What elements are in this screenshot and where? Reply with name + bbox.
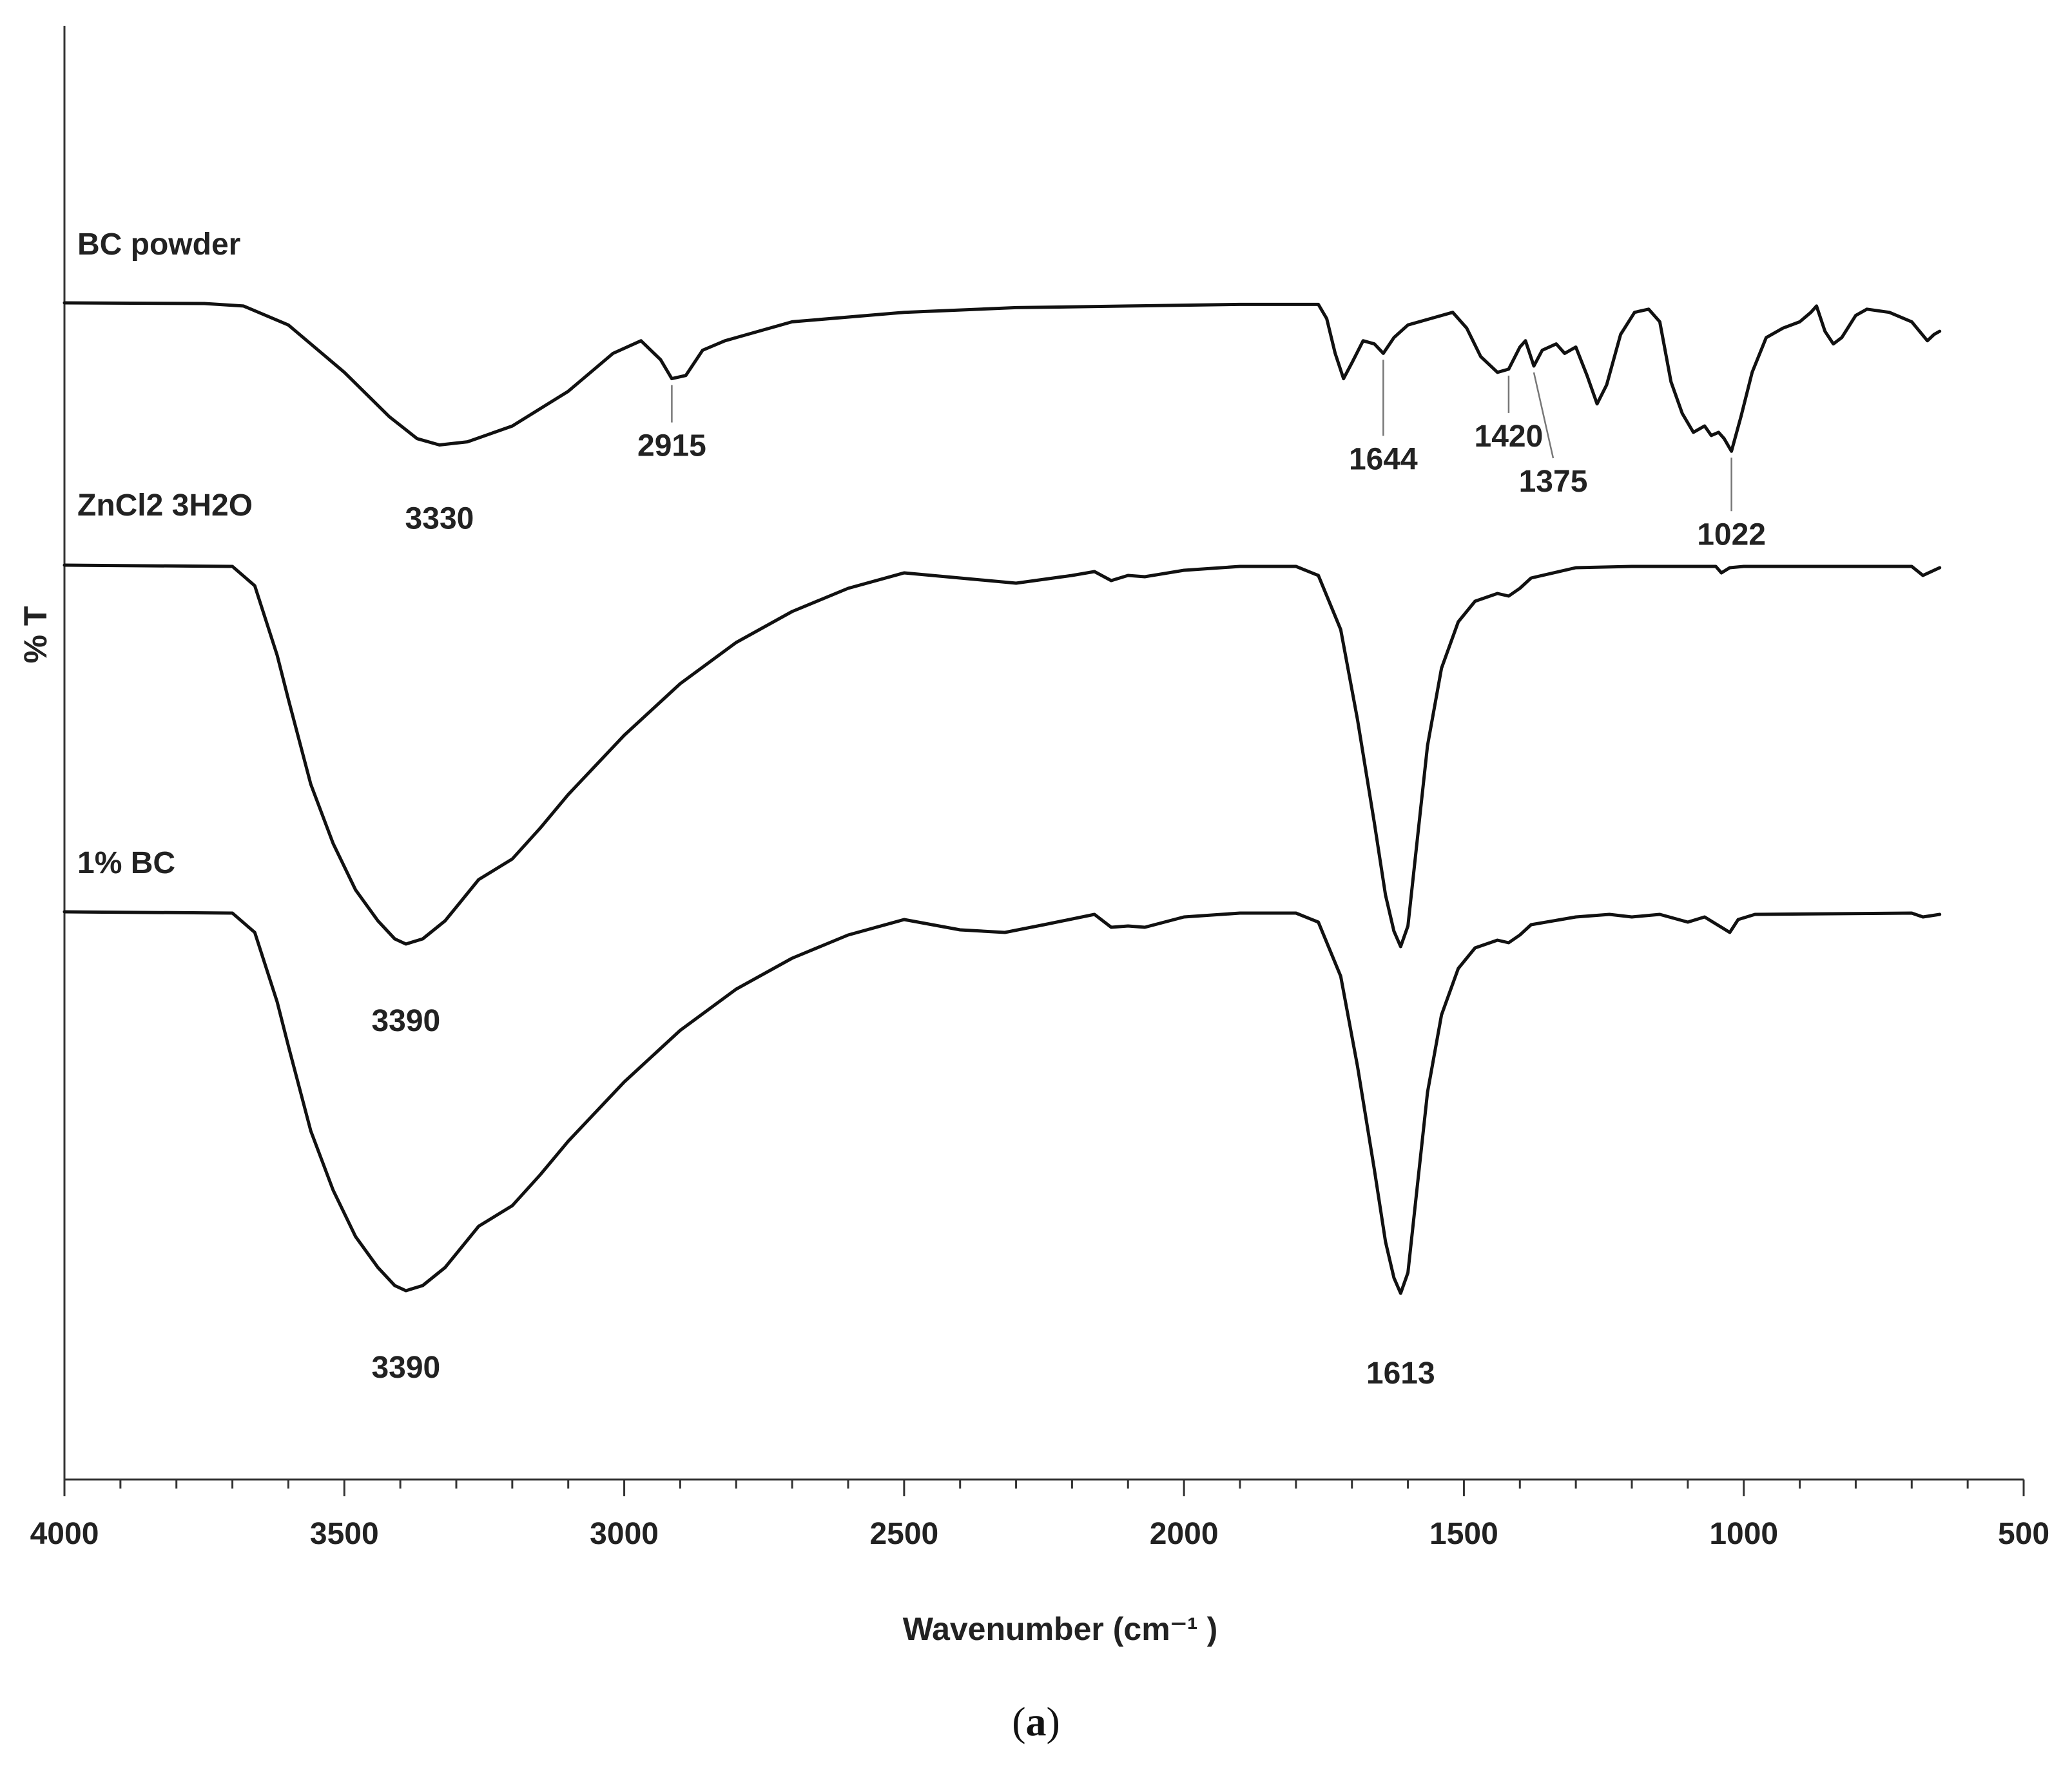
peak-leader-line <box>1533 372 1554 459</box>
spectrum-line-3 <box>63 910 1942 1295</box>
peak-label: 1375 <box>1519 465 1588 499</box>
figure-caption: (a) <box>0 1698 2072 1746</box>
spectrum-line-1 <box>63 301 1942 453</box>
caption-letter: a <box>1025 1699 1047 1744</box>
spectrum-line-2 <box>63 563 1942 949</box>
x-tick-label: 2000 <box>1150 1517 1219 1551</box>
x-tick-label: 3500 <box>310 1517 379 1551</box>
x-tick-label: 3000 <box>590 1517 659 1551</box>
peak-label: 1613 <box>1366 1356 1435 1391</box>
x-tick-label: 1000 <box>1709 1517 1778 1551</box>
peak-label: 3390 <box>371 1004 440 1038</box>
caption-open-paren: ( <box>1012 1699 1026 1744</box>
y-axis-title: % T <box>17 606 53 664</box>
caption-close-paren: ) <box>1046 1699 1060 1744</box>
x-axis-title: Wavenumber (cm⁻¹ ) <box>903 1611 1218 1647</box>
series-name-label: ZnCl2 3H2O <box>77 488 253 523</box>
x-tick-label: 2500 <box>869 1517 938 1551</box>
peak-label: 1644 <box>1349 442 1418 476</box>
series-name-label: BC powder <box>77 227 240 262</box>
peak-label: 2915 <box>637 429 706 463</box>
x-tick-label: 1500 <box>1429 1517 1498 1551</box>
x-tick-label: 500 <box>1998 1517 2049 1551</box>
peak-label: 3330 <box>405 502 474 536</box>
peak-label: 1022 <box>1697 517 1766 552</box>
peak-label: 1420 <box>1475 419 1544 454</box>
series-name-label: 1% BC <box>77 846 175 880</box>
peak-label: 3390 <box>371 1351 440 1385</box>
x-tick-label: 4000 <box>30 1517 99 1551</box>
